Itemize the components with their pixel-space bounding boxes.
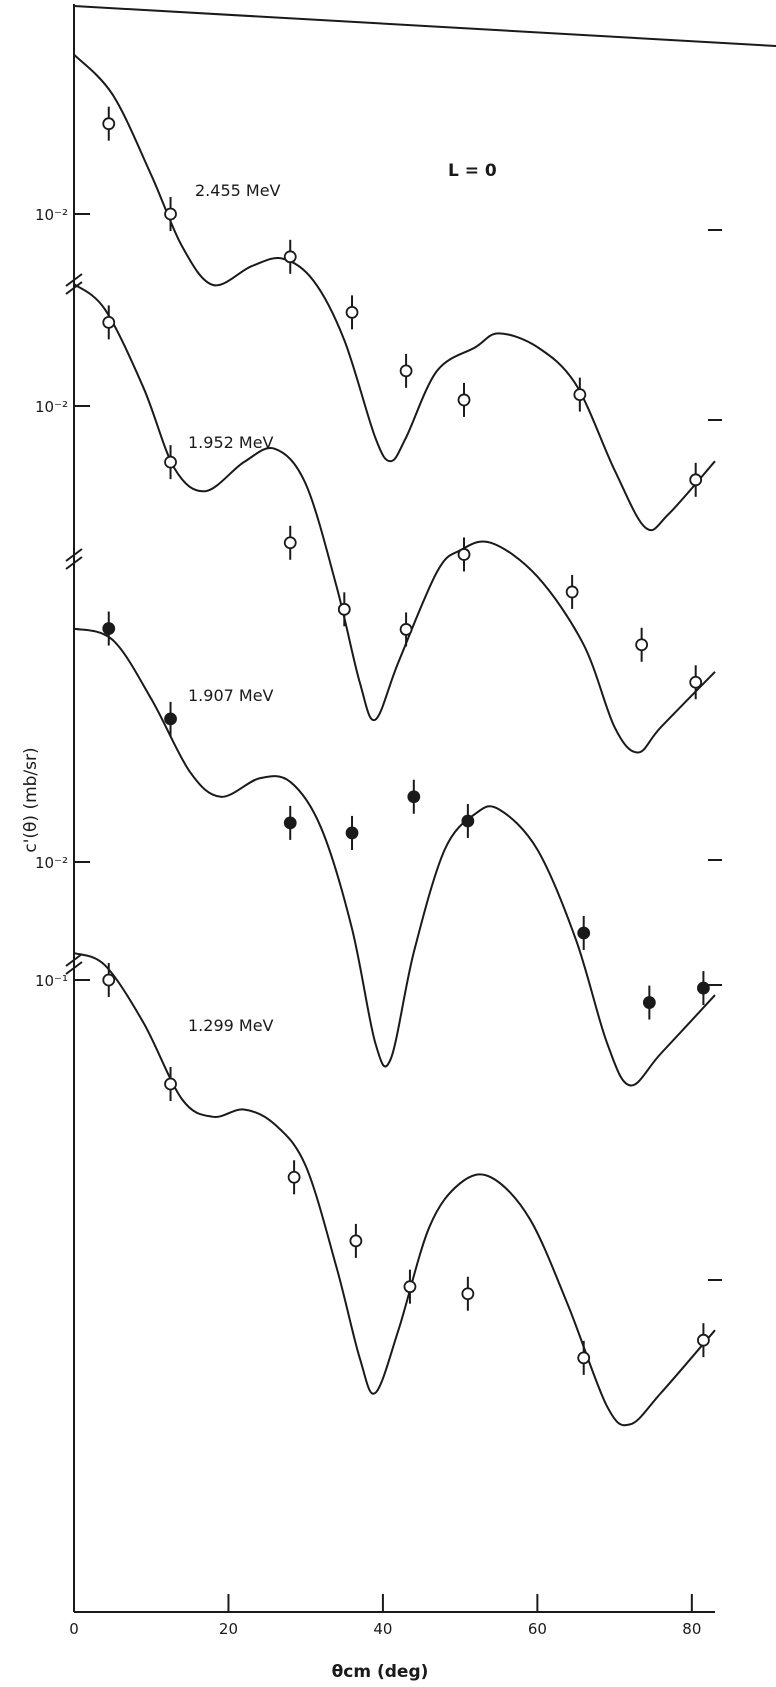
x-tick-label: 20 xyxy=(219,1620,238,1638)
axis-break-mark xyxy=(65,953,83,967)
panel: 10⁻² 1.907 MeV xyxy=(35,611,716,1087)
data-point-filled xyxy=(164,712,177,726)
data-point-open xyxy=(457,548,471,561)
data-point-open xyxy=(689,473,703,487)
data-point-open xyxy=(164,1077,177,1091)
data-point-open xyxy=(577,1351,591,1365)
y-tick-label: 10⁻² xyxy=(35,398,68,416)
energy-label: 2.455 MeV xyxy=(195,181,281,200)
data-point-open xyxy=(399,364,413,378)
y-tick-label: 10⁻² xyxy=(35,206,68,224)
data-point-open xyxy=(337,602,351,616)
top-border-line xyxy=(73,5,776,47)
x-tick-label: 80 xyxy=(682,1620,701,1638)
data-point-open xyxy=(102,315,116,329)
data-point-filled xyxy=(345,826,359,840)
y-tick-label: 10⁻² xyxy=(35,854,68,872)
axis-break-mark xyxy=(65,281,83,295)
x-tick-label: 0 xyxy=(69,1620,79,1638)
data-point-filled xyxy=(577,926,591,940)
data-point-open xyxy=(457,393,471,407)
axis-break-mark xyxy=(65,556,83,570)
data-point-open xyxy=(102,117,116,131)
data-point-filled xyxy=(461,814,475,828)
fit-curve xyxy=(73,627,716,1087)
data-point-filled xyxy=(283,816,297,830)
y-tick-label: 10⁻¹ xyxy=(35,972,68,990)
data-point-open xyxy=(164,207,177,221)
fit-curve xyxy=(73,283,716,754)
panel: 10⁻² 1.952 MeV xyxy=(35,283,716,754)
data-point-open xyxy=(565,585,579,599)
data-point-open xyxy=(461,1287,475,1301)
axis-break-mark xyxy=(65,548,83,562)
data-point-open xyxy=(283,250,297,264)
data-point-open xyxy=(399,623,413,636)
data-point-open xyxy=(403,1280,417,1294)
data-point-open xyxy=(689,675,703,689)
x-axis: 0 20 40 60 80 xyxy=(69,1594,701,1638)
energy-label: 1.299 MeV xyxy=(188,1016,274,1035)
data-point-open xyxy=(573,388,587,402)
x-tick-label: 40 xyxy=(373,1620,392,1638)
axis-break-mark xyxy=(65,961,83,975)
data-point-filled xyxy=(102,622,116,635)
panel: 10⁻¹ 1.299 MeV xyxy=(35,952,716,1427)
data-point-open xyxy=(164,455,177,469)
x-tick-label: 60 xyxy=(528,1620,547,1638)
data-point-open xyxy=(283,536,297,550)
data-point-open xyxy=(102,973,116,987)
chart-title: L = 0 xyxy=(448,161,497,181)
data-point-filled xyxy=(642,996,656,1009)
data-point-open xyxy=(635,638,649,652)
y-axis-label: c'(θ) (mb/sr) xyxy=(21,747,41,852)
data-point-filled xyxy=(697,981,710,995)
data-point-open xyxy=(349,1234,363,1248)
fit-curve xyxy=(73,952,716,1427)
data-point-open xyxy=(697,1333,710,1347)
energy-label: 1.907 MeV xyxy=(188,686,274,705)
energy-label: 1.952 MeV xyxy=(188,433,274,452)
axis-break-mark xyxy=(65,273,83,287)
data-point-open xyxy=(287,1170,301,1184)
panel: 10⁻² 2.455 MeV xyxy=(35,53,716,532)
fit-curve xyxy=(73,53,716,532)
data-point-filled xyxy=(407,790,421,804)
plot-frame xyxy=(65,4,776,1613)
data-point-open xyxy=(345,305,359,319)
x-axis-label: θcm (deg) xyxy=(332,1662,429,1682)
